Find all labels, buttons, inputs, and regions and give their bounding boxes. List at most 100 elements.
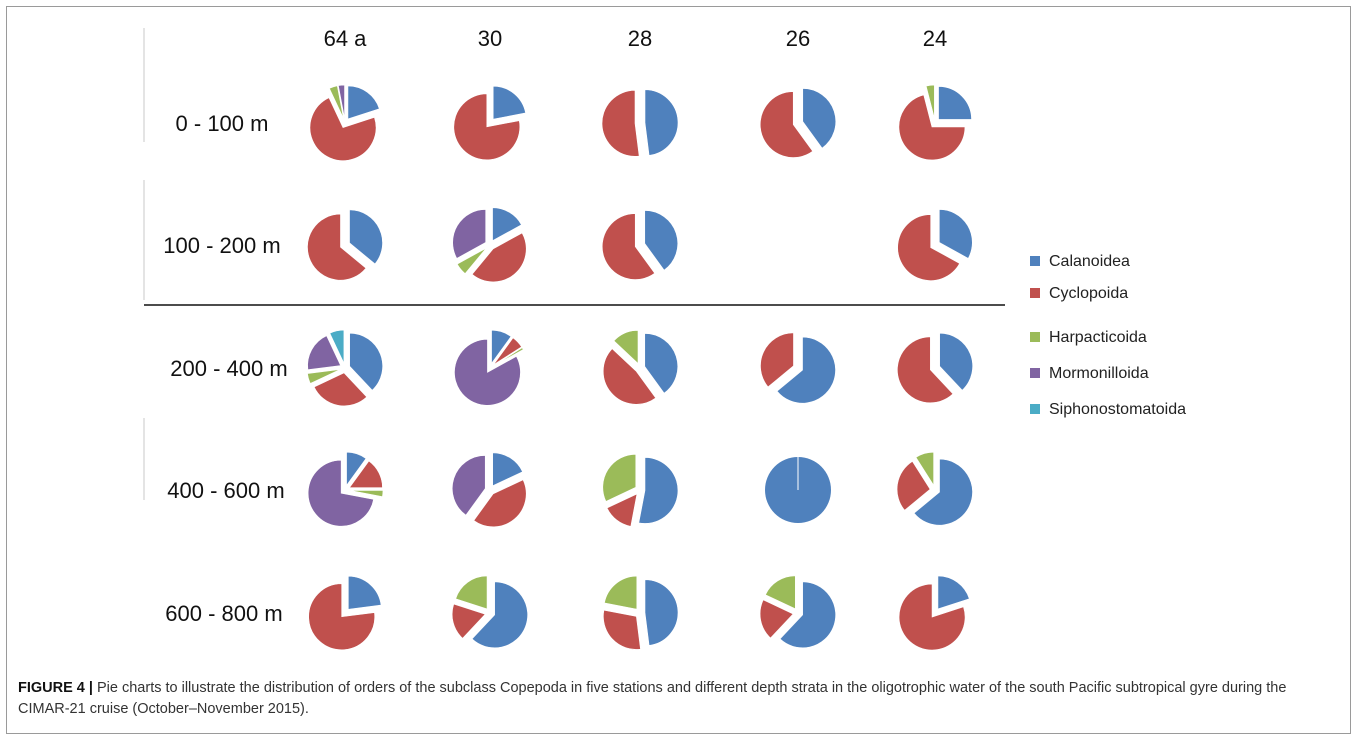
pie-slice-harpacticoida xyxy=(613,330,639,365)
pie-slice-calanoidea xyxy=(491,329,512,365)
pie-slice-mormonilloida xyxy=(454,338,521,406)
pie-slice-harpacticoida xyxy=(765,575,796,610)
pie-2-2 xyxy=(602,330,679,405)
pie-slice-cyclopoida xyxy=(473,479,527,528)
pie-slice-calanoidea xyxy=(937,575,970,610)
station-label: 28 xyxy=(628,26,652,51)
pie-slice-calanoidea xyxy=(939,209,973,259)
pie-slice-cyclopoida xyxy=(898,94,966,161)
pie-1-2 xyxy=(601,210,679,280)
pie-3-2 xyxy=(602,454,679,527)
caption-text: Pie charts to illustrate the distributio… xyxy=(18,680,1287,717)
pie-slice-mormonilloida xyxy=(452,209,486,259)
depth-label: 600 - 800 m xyxy=(165,601,282,626)
pie-slice-siphonostomatoida xyxy=(329,329,345,364)
pie-0-3 xyxy=(759,88,837,158)
pie-3-1 xyxy=(451,452,527,528)
pie-slice-cyclopoida xyxy=(493,337,522,365)
pie-slice-cyclopoida xyxy=(896,460,931,511)
pie-2-4 xyxy=(897,332,973,404)
pie-slice-harpacticoida xyxy=(329,85,344,119)
pie-slice-harpacticoida xyxy=(307,369,341,384)
pie-slice-harpacticoida xyxy=(455,575,488,610)
pie-slice-harpacticoida xyxy=(604,575,638,610)
legend-label-cyclopoida: Cyclopoida xyxy=(1049,285,1128,302)
pie-slice-cyclopoida xyxy=(307,213,367,281)
depth-label: 200 - 400 m xyxy=(170,356,287,381)
pie-slice-mormonilloida xyxy=(307,459,374,527)
legend-swatch-cyclopoida xyxy=(1030,288,1040,298)
pie-4-1 xyxy=(451,575,528,649)
pie-slice-cyclopoida xyxy=(601,90,640,157)
pie-1-4 xyxy=(897,209,973,281)
pie-slice-calanoidea xyxy=(644,333,679,394)
pie-slice-harpacticoida xyxy=(915,451,934,487)
pie-slice-calanoidea xyxy=(349,332,383,391)
pie-slice-cyclopoida xyxy=(760,332,794,388)
pie-slice-cyclopoida xyxy=(897,214,961,281)
figure-caption: FIGURE 4 | Pie charts to illustrate the … xyxy=(18,678,1338,720)
figure-frame xyxy=(6,6,1351,734)
pie-slice-calanoidea xyxy=(348,575,382,610)
station-labels: 64 a 30 28 26 24 xyxy=(324,26,948,51)
station-label: 30 xyxy=(478,26,502,51)
pie-slice-calanoidea xyxy=(349,209,383,265)
pie-slice-harpacticoida xyxy=(925,84,935,119)
pie-slice-cyclopoida xyxy=(313,372,368,407)
caption-label: FIGURE 4 | xyxy=(18,680,93,696)
pie-1-0 xyxy=(307,209,383,281)
pie-slice-cyclopoida xyxy=(308,583,375,651)
pie-0-2 xyxy=(601,89,679,157)
pie-4-4 xyxy=(898,575,970,651)
pie-slice-calanoidea xyxy=(492,85,526,120)
legend: Calanoidea Cyclopoida Harpacticoida Mormoni… xyxy=(1030,253,1186,418)
legend-label-calanoidea: Calanoidea xyxy=(1049,253,1130,270)
pie-slice-cyclopoida xyxy=(897,336,954,404)
pie-slice-cyclopoida xyxy=(759,91,814,158)
pie-4-0 xyxy=(308,575,382,651)
pie-2-1 xyxy=(454,329,524,406)
pie-slice-calanoidea xyxy=(644,89,679,156)
pie-slice-cyclopoida xyxy=(898,583,966,651)
pie-slice-cyclopoida xyxy=(601,213,656,280)
pie-3-4 xyxy=(896,451,973,526)
pie-slice-cyclopoida xyxy=(759,599,794,639)
pie-slice-calanoidea xyxy=(492,207,522,242)
pie-3-3 xyxy=(765,457,831,523)
pie-slice-harpacticoida xyxy=(456,247,487,275)
pie-slice-harpacticoida xyxy=(602,454,637,502)
pie-slice-calanoidea xyxy=(638,457,679,524)
pie-slice-calanoidea xyxy=(776,336,836,404)
station-label: 64 a xyxy=(324,26,368,51)
pie-3-0 xyxy=(307,451,384,527)
pie-slice-calanoidea xyxy=(492,452,523,487)
pie-slice-harpacticoida xyxy=(494,347,524,366)
pie-0-0 xyxy=(309,84,380,161)
depth-labels: 0 - 100 m 100 - 200 m 200 - 400 m 400 - 600… xyxy=(163,111,287,626)
pie-slice-mormonilloida xyxy=(307,335,342,371)
pie-slice-cyclopoida xyxy=(603,609,641,650)
legend-swatch-calanoidea xyxy=(1030,256,1040,266)
station-label: 26 xyxy=(786,26,810,51)
pies xyxy=(307,84,973,651)
pie-2-0 xyxy=(307,329,383,407)
depth-label: 0 - 100 m xyxy=(176,111,269,136)
pie-slice-calanoidea xyxy=(779,581,836,649)
pie-slice-cyclopoida xyxy=(606,493,638,527)
pie-slice-calanoidea xyxy=(938,86,972,120)
pie-0-1 xyxy=(453,85,526,161)
pie-1-1 xyxy=(452,207,527,283)
pie-slice-mormonilloida xyxy=(337,84,345,119)
pie-slice-calanoidea xyxy=(644,210,679,271)
legend-swatch-siphonostomatoida xyxy=(1030,404,1040,414)
pie-slice-calanoidea xyxy=(471,581,528,649)
pie-2-3 xyxy=(760,332,836,404)
pie-slice-calanoidea xyxy=(913,458,973,526)
pie-slice-calanoidea xyxy=(644,579,679,646)
pie-slice-calanoidea xyxy=(346,451,367,487)
pie-4-3 xyxy=(759,575,836,649)
legend-swatch-mormonilloida xyxy=(1030,368,1040,378)
pie-slice-cyclopoida xyxy=(309,97,377,161)
pie-slice-harpacticoida xyxy=(349,490,384,498)
pie-slice-calanoidea xyxy=(347,85,380,120)
